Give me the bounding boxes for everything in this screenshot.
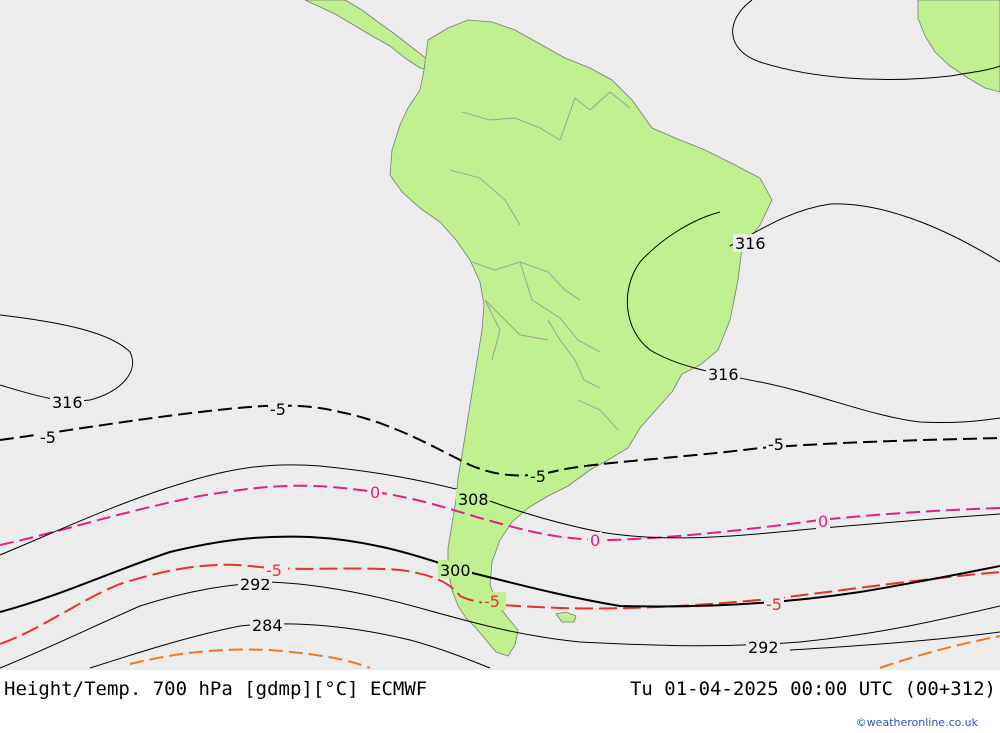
height-label: 292 [748,638,779,657]
temp-contour-5-east [879,635,1000,669]
height-label: 316 [708,365,739,384]
height-label: 316 [52,393,83,412]
temp-label: 0 [370,483,380,502]
temp-label: -5 [484,592,500,611]
temp-label: -5 [270,400,286,419]
contour-labels: 316 316 316 308 300 292 292 284 -5 -5 -5… [38,234,830,657]
temp-label: -5 [530,467,546,486]
country-borders [449,91,631,431]
temp-label: 0 [590,531,600,550]
temp-label: -5 [768,435,784,454]
height-label: 284 [252,616,283,635]
temp-label: -5 [266,561,282,580]
temp-label: 0 [818,512,828,531]
height-contour-316-east [729,203,1000,263]
height-label: 300 [440,561,471,580]
height-contour-292-east [789,631,1000,651]
weather-map: 316 316 316 308 300 292 292 284 -5 -5 -5… [0,0,1000,670]
height-label: 316 [735,234,766,253]
temp-label: -5 [40,428,56,447]
height-contour-292 [0,581,1000,669]
height-contour-316-west [0,314,134,402]
credit-link[interactable]: ©weatheronline.co.uk [855,716,978,729]
map-datetime: Tu 01-04-2025 00:00 UTC (00+312) [629,678,996,700]
height-contour-north [732,0,1000,81]
height-contour-284 [89,623,491,669]
falkland-islands [555,611,577,623]
height-label: 308 [458,490,489,509]
temp-label: -5 [766,595,782,614]
height-label: 292 [240,575,271,594]
africa-corner [917,0,1000,93]
temp-contour-5 [129,648,371,669]
map-title: Height/Temp. 700 hPa [gdmp][°C] ECMWF [4,678,428,700]
